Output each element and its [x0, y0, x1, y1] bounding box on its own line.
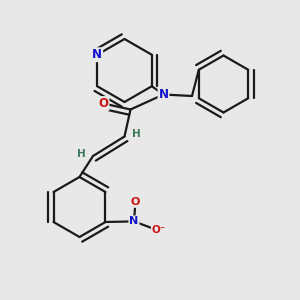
Text: H: H [131, 129, 140, 139]
Text: O: O [98, 97, 109, 110]
Text: H: H [77, 148, 86, 159]
Text: N: N [92, 48, 102, 61]
Text: N: N [129, 216, 139, 226]
Text: O: O [131, 197, 140, 207]
Text: N: N [158, 88, 169, 101]
Text: O⁻: O⁻ [152, 225, 166, 235]
